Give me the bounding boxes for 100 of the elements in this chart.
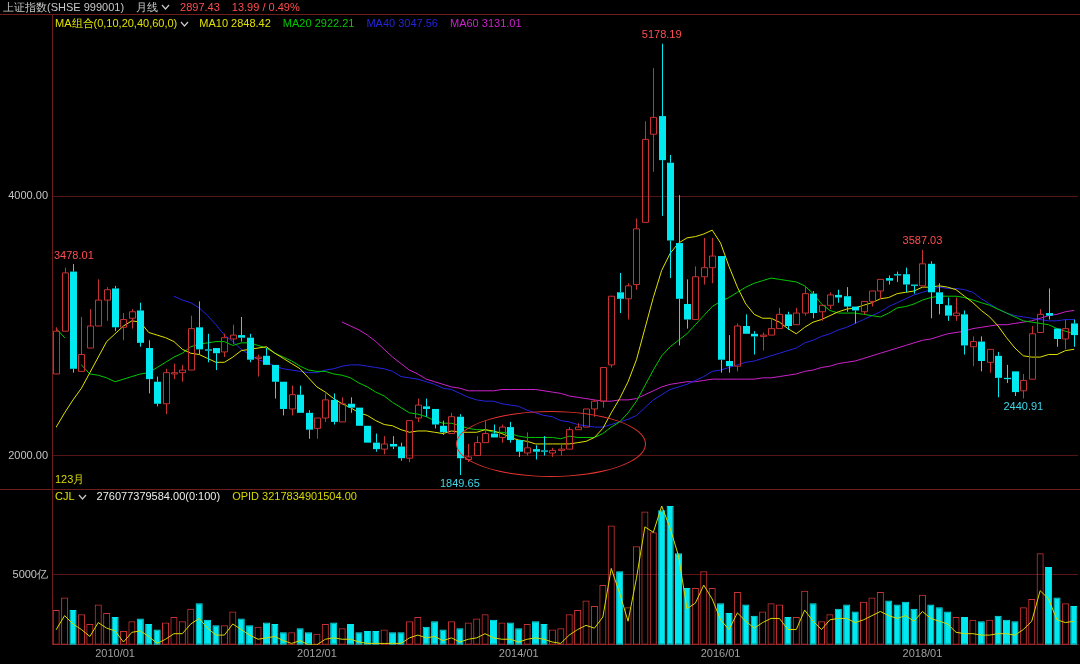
candlestick [1020, 373, 1027, 399]
candlestick [348, 396, 355, 414]
bar [145, 623, 153, 645]
bar [195, 603, 203, 645]
candlestick [70, 263, 77, 374]
candlestick [196, 300, 203, 356]
candlestick [617, 272, 624, 314]
text: 2897.43 [180, 0, 220, 14]
candlestick [886, 274, 893, 286]
candlestick [331, 392, 338, 425]
bar [893, 604, 901, 645]
text: MA20 2922.21 [282, 17, 355, 30]
annotation: 2440.91 [1003, 400, 1044, 412]
bar [304, 632, 313, 645]
x-axis-title: 123月 [55, 473, 85, 486]
text: 13.99 / 0.49% [231, 0, 300, 14]
candlestick [961, 309, 968, 356]
bar [683, 587, 691, 645]
bar [927, 604, 935, 645]
candlestick [676, 194, 683, 346]
candlestick [263, 347, 270, 365]
bar [994, 615, 1002, 645]
candlestick [516, 440, 523, 458]
bar [750, 615, 758, 645]
chart-subtitle: 月线 [136, 0, 159, 14]
candlestick [129, 308, 136, 330]
x-tick-label: 2010/01 [95, 647, 135, 660]
bar [1002, 619, 1011, 645]
bar [540, 623, 548, 645]
candlestick [1037, 308, 1044, 333]
candlestick [507, 421, 514, 444]
candlestick [642, 120, 649, 223]
candlestick [53, 326, 60, 375]
candlestick [373, 433, 380, 453]
candlestick [306, 409, 313, 440]
bar [935, 607, 943, 645]
candlestick [146, 339, 153, 394]
text: MA40 3047.56 [366, 17, 438, 30]
candlestick [238, 316, 245, 343]
chart-subtitle: 276077379584.00(0:100) [96, 490, 221, 503]
candlestick [633, 217, 640, 291]
candlestick [667, 154, 674, 279]
candlestick [625, 282, 632, 321]
bar [363, 630, 371, 645]
candlestick [726, 334, 733, 374]
chart-title: 上证指数(SHSE 999001) [3, 0, 125, 14]
candlestick [255, 354, 262, 378]
bar [851, 611, 859, 645]
bar [675, 553, 683, 645]
candlestick [1062, 319, 1069, 350]
candlestick [844, 286, 851, 313]
chart-title: CJL [55, 490, 75, 503]
candlestick [903, 267, 910, 293]
candlestick [1054, 328, 1061, 348]
y-tick-label: 4000.00 [8, 189, 48, 202]
bar [809, 603, 817, 645]
text: OPID 3217834901504.00 [232, 490, 357, 503]
bar [944, 611, 952, 645]
candlestick [1046, 287, 1053, 321]
candlestick [247, 333, 254, 363]
candlestick [423, 398, 430, 418]
candlestick [398, 442, 405, 462]
candlestick [272, 364, 279, 400]
candlestick [280, 381, 287, 416]
candlestick [78, 316, 85, 372]
candlestick [600, 366, 607, 409]
candlestick [440, 420, 447, 436]
bar [111, 617, 119, 645]
bar [902, 601, 910, 645]
ref-line-label: 5000亿 [12, 567, 48, 580]
bar [725, 612, 733, 645]
candlestick [1071, 319, 1078, 348]
candlestick [987, 348, 994, 374]
bar [515, 628, 523, 645]
bar [742, 604, 750, 645]
candlestick [659, 43, 666, 217]
annotation: 3478.01 [54, 248, 94, 261]
candlestick [945, 297, 952, 322]
legend-title: MA组合(0,10,20,40,60,0) [55, 17, 178, 30]
bar [431, 621, 439, 645]
candlestick [692, 265, 699, 321]
candlestick [835, 289, 842, 304]
bar [885, 600, 893, 645]
candlestick [743, 313, 750, 334]
bar [532, 621, 540, 645]
candlestick [188, 315, 195, 371]
bar [910, 608, 918, 645]
candlestick [650, 67, 657, 173]
candlestick [120, 312, 127, 341]
candlestick [978, 335, 985, 372]
candlestick [928, 260, 935, 319]
bar [422, 626, 430, 645]
bar [717, 603, 725, 645]
candlestick [970, 335, 977, 367]
bar [271, 623, 279, 645]
bar [784, 617, 792, 645]
bar [1053, 597, 1061, 645]
annotation: 1849.65 [439, 476, 480, 489]
bar [69, 610, 77, 645]
text: MA60 3131.01 [449, 17, 522, 30]
